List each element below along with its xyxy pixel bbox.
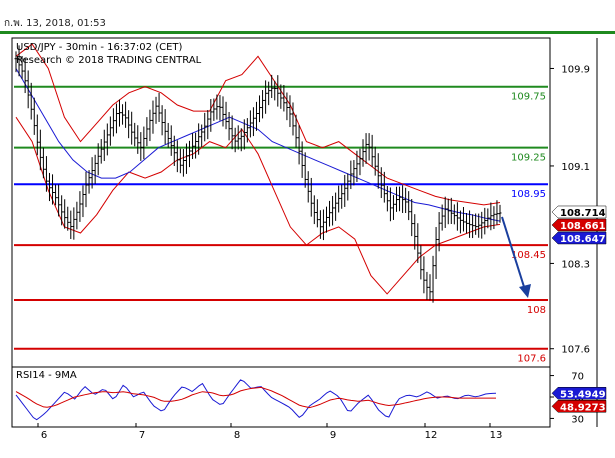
forecast-arrow-shaft (501, 216, 526, 291)
y-tick-label-3: 109.9 (561, 64, 590, 75)
level-label-3: 108.45 (511, 250, 546, 261)
level-label-2: 108.95 (511, 189, 546, 200)
header-date: ก.พ. 13, 2018, 01:53 (4, 18, 106, 29)
y-tick-label-1: 108.3 (561, 259, 590, 270)
header-accent-line (0, 31, 615, 34)
price-tag-2-text: 108.647 (560, 234, 606, 245)
x-tick-label-2: 8 (234, 430, 240, 441)
rsi-tag-1-box (551, 400, 607, 413)
x-tick-label-0: 6 (41, 430, 47, 441)
price-tag-1-text: 108.661 (560, 221, 606, 232)
rsi-y-tick-label-2: 70 (571, 372, 584, 383)
price-tag-0-box (551, 205, 607, 219)
rsi-tag-0-box (551, 387, 607, 400)
bollinger-lower-line (15, 116, 501, 295)
rsi-series-line-0 (15, 379, 497, 421)
rsi-tag-1-text: 48.9273 (560, 402, 606, 413)
chart-subtitle: Research © 2018 TRADING CENTRAL (16, 55, 202, 66)
y-tick-label-0: 107.6 (561, 345, 590, 356)
price-tag-1-box (551, 218, 607, 232)
price-tag-2-box (551, 231, 607, 245)
level-label-1: 109.25 (511, 153, 546, 164)
x-tick-label-5: 13 (490, 430, 503, 441)
rsi-series-line-1 (15, 386, 496, 409)
moving-average-line (15, 68, 501, 222)
forecast-arrow-head (519, 283, 531, 298)
rsi-plot-frame (11, 366, 551, 428)
price-tag-0-text: 108.714 (560, 208, 606, 219)
y-tick-label-2: 109.1 (561, 162, 590, 173)
rsi-title: RSI14 - 9MA (16, 370, 77, 381)
bollinger-upper-line (15, 43, 501, 206)
level-label-5: 107.6 (517, 354, 546, 365)
header-bar: ก.พ. 13, 2018, 01:53 (0, 0, 615, 36)
x-tick-label-4: 12 (425, 430, 438, 441)
rsi-tag-0-text: 53.4949 (560, 389, 606, 400)
x-tick-label-1: 7 (139, 430, 145, 441)
chart-title: USD/JPY - 30min - 16:37:02 (CET) (16, 42, 183, 53)
rsi-y-tick-label-0: 30 (571, 414, 584, 425)
x-tick-label-3: 9 (330, 430, 336, 441)
level-label-4: 108 (527, 305, 546, 316)
level-label-0: 109.75 (511, 92, 546, 103)
